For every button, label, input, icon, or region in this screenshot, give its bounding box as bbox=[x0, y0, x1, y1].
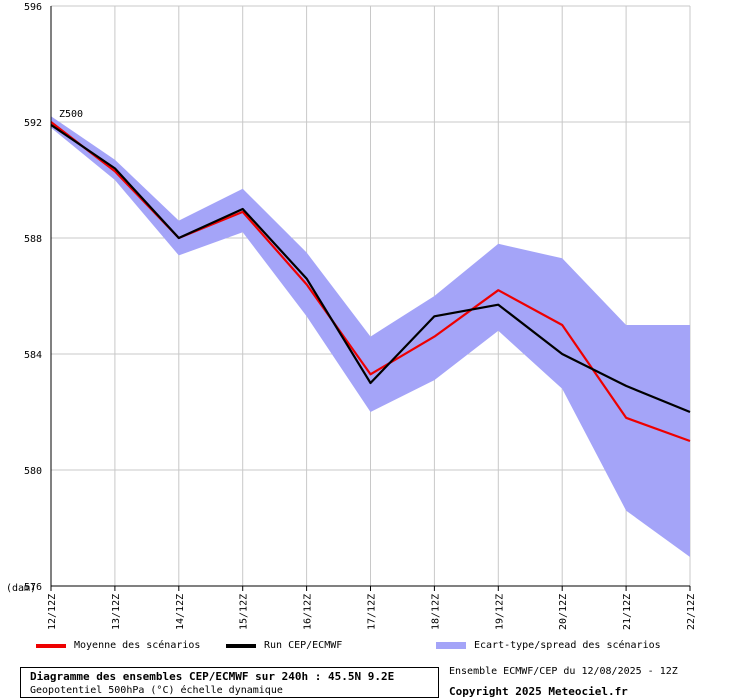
x-tick-label: 13/12Z bbox=[111, 594, 122, 630]
legend-label-spread: Ecart-type/spread des scénarios bbox=[474, 640, 661, 651]
axes bbox=[50, 6, 691, 591]
legend-item-spread: Ecart-type/spread des scénarios bbox=[436, 640, 661, 651]
series-line-run bbox=[50, 123, 691, 414]
copyright: Copyright 2025 Meteociel.fr bbox=[449, 685, 628, 698]
legend-item-run: Run CEP/ECMWF bbox=[226, 640, 342, 651]
y-tick-label: 584 bbox=[24, 350, 42, 361]
spread-area bbox=[51, 116, 690, 557]
x-tick-label: 14/12Z bbox=[175, 594, 186, 630]
legend-swatch-run bbox=[226, 643, 256, 648]
spread-band bbox=[51, 116, 690, 557]
y-tick-label: 580 bbox=[24, 466, 42, 477]
unit-label: (dam) bbox=[6, 583, 36, 594]
x-tick-label: 16/12Z bbox=[303, 594, 314, 630]
ensemble-info: Ensemble ECMWF/CEP du 12/08/2025 - 12Z bbox=[449, 666, 678, 677]
y-tick-label: 588 bbox=[24, 234, 42, 245]
y-tick-label: 592 bbox=[24, 118, 42, 129]
x-tick-label: 12/12Z bbox=[47, 594, 58, 630]
chart-title: Diagramme des ensembles CEP/ECMWF sur 24… bbox=[30, 670, 395, 683]
annotation-label: Z500 bbox=[59, 109, 83, 120]
x-tick-label: 19/12Z bbox=[494, 594, 505, 630]
chart-subtitle: Geopotentiel 500hPa (°C) échelle dynamiq… bbox=[30, 685, 283, 696]
x-tick-label: 17/12Z bbox=[367, 594, 378, 630]
x-tick-label: 15/12Z bbox=[239, 594, 250, 630]
legend-swatch-spread bbox=[436, 642, 466, 649]
x-tick-label: 21/12Z bbox=[622, 594, 633, 630]
legend-swatch-mean bbox=[36, 643, 66, 648]
tick-labels: 576 580 584 588 592 596 12/12Z 13/12Z 14/12Z 15/1… bbox=[6, 2, 697, 630]
x-tick-label: 20/12Z bbox=[558, 594, 569, 630]
y-tick-label: 596 bbox=[24, 2, 42, 13]
legend-item-mean: Moyenne des scénarios bbox=[36, 640, 200, 651]
y-tick-label: 576 bbox=[24, 582, 42, 593]
x-tick-label: 18/12Z bbox=[430, 594, 441, 630]
series-lines bbox=[50, 121, 691, 443]
legend-label-run: Run CEP/ECMWF bbox=[264, 640, 343, 651]
title-box: Diagramme des ensembles CEP/ECMWF sur 24… bbox=[20, 667, 439, 698]
x-tick-label: 22/12Z bbox=[686, 594, 697, 630]
legend-label-mean: Moyenne des scénarios bbox=[74, 640, 201, 651]
